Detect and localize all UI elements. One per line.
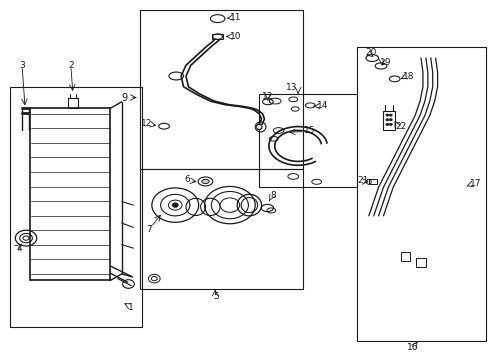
- Text: 9: 9: [122, 93, 127, 103]
- Text: 22: 22: [395, 122, 406, 131]
- Circle shape: [385, 114, 388, 116]
- Bar: [140, 10, 303, 169]
- Circle shape: [172, 203, 178, 207]
- Bar: [68, 98, 78, 108]
- Text: 6: 6: [184, 175, 189, 184]
- Circle shape: [388, 123, 391, 126]
- Text: 12: 12: [262, 92, 273, 101]
- Text: 17: 17: [469, 179, 480, 188]
- Text: 10: 10: [229, 32, 241, 41]
- Ellipse shape: [202, 179, 209, 184]
- Text: 4: 4: [16, 244, 22, 253]
- Text: 19: 19: [379, 58, 391, 67]
- Bar: [400, 252, 409, 261]
- Bar: [356, 47, 485, 341]
- Text: 15: 15: [304, 126, 315, 135]
- Bar: [212, 34, 223, 40]
- Circle shape: [388, 114, 391, 116]
- Ellipse shape: [256, 124, 262, 130]
- Text: 18: 18: [402, 72, 414, 81]
- Text: 5: 5: [213, 292, 219, 301]
- Text: 7: 7: [146, 225, 151, 234]
- Text: 16: 16: [406, 343, 418, 352]
- Bar: [368, 179, 376, 184]
- Text: 2: 2: [68, 61, 74, 70]
- Circle shape: [385, 123, 388, 126]
- Bar: [140, 169, 303, 289]
- Bar: [415, 258, 425, 267]
- Text: 3: 3: [19, 61, 25, 70]
- Bar: [383, 111, 394, 130]
- Text: 21: 21: [357, 176, 368, 185]
- Bar: [259, 94, 356, 187]
- Text: 8: 8: [270, 190, 276, 199]
- Text: 1: 1: [127, 303, 133, 312]
- Circle shape: [388, 119, 391, 121]
- Text: 11: 11: [229, 13, 241, 22]
- Circle shape: [385, 119, 388, 121]
- Text: 12: 12: [141, 119, 152, 128]
- Bar: [10, 87, 142, 327]
- Text: 20: 20: [365, 48, 376, 57]
- Text: 13: 13: [285, 83, 296, 92]
- Text: 14: 14: [316, 101, 327, 110]
